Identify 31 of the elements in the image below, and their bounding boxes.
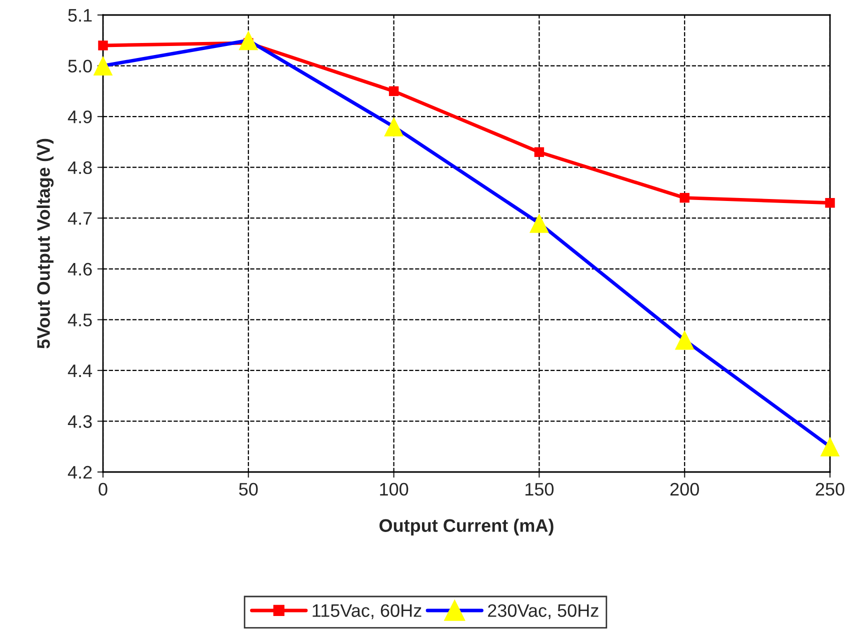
y-axis-title: 5Vout Output Voltage (V) [36,138,54,348]
x-tick-label: 150 [526,482,554,496]
point [98,40,108,50]
legend-label: 230Vac, 50Hz [488,604,598,620]
y-tick-label: 4.3 [68,415,92,428]
y-tick-label: 5.1 [68,9,92,22]
point [820,436,840,456]
y-tick-label: 4.5 [68,314,92,326]
y-tick-label: 4.2 [68,466,92,479]
x-tick-label: 200 [670,482,699,496]
point [534,147,544,157]
y-tick-label: 4.4 [68,364,92,377]
x-tick-label: 0 [98,482,108,496]
point [384,116,404,136]
legend-label: 115Vac, 60Hz [312,604,422,620]
x-tick-label: 250 [816,482,844,496]
y-tick-label: 4.8 [68,161,92,174]
point [680,192,690,203]
point [238,30,258,50]
y-tick-label: 5.0 [68,60,92,72]
y-tick-label: 4.7 [68,212,92,225]
x-axis-title: Output Current (mA) [379,518,554,536]
x-tick-label: 100 [380,482,408,496]
point [93,56,113,76]
point [825,198,835,208]
point [674,330,694,350]
y-tick-label: 4.6 [68,262,92,276]
x-tick-label: 50 [239,482,258,496]
point [529,213,549,233]
point [388,86,399,96]
y-tick-label: 4.9 [68,110,92,124]
